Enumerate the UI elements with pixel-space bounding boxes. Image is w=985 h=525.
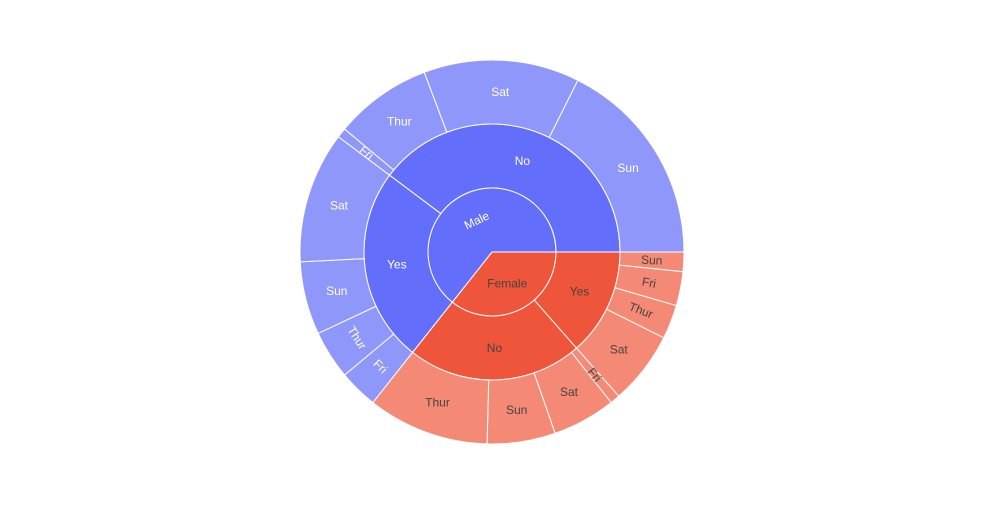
segment-layer bbox=[299, 59, 685, 445]
segment-male-no-sun[interactable] bbox=[548, 79, 685, 253]
